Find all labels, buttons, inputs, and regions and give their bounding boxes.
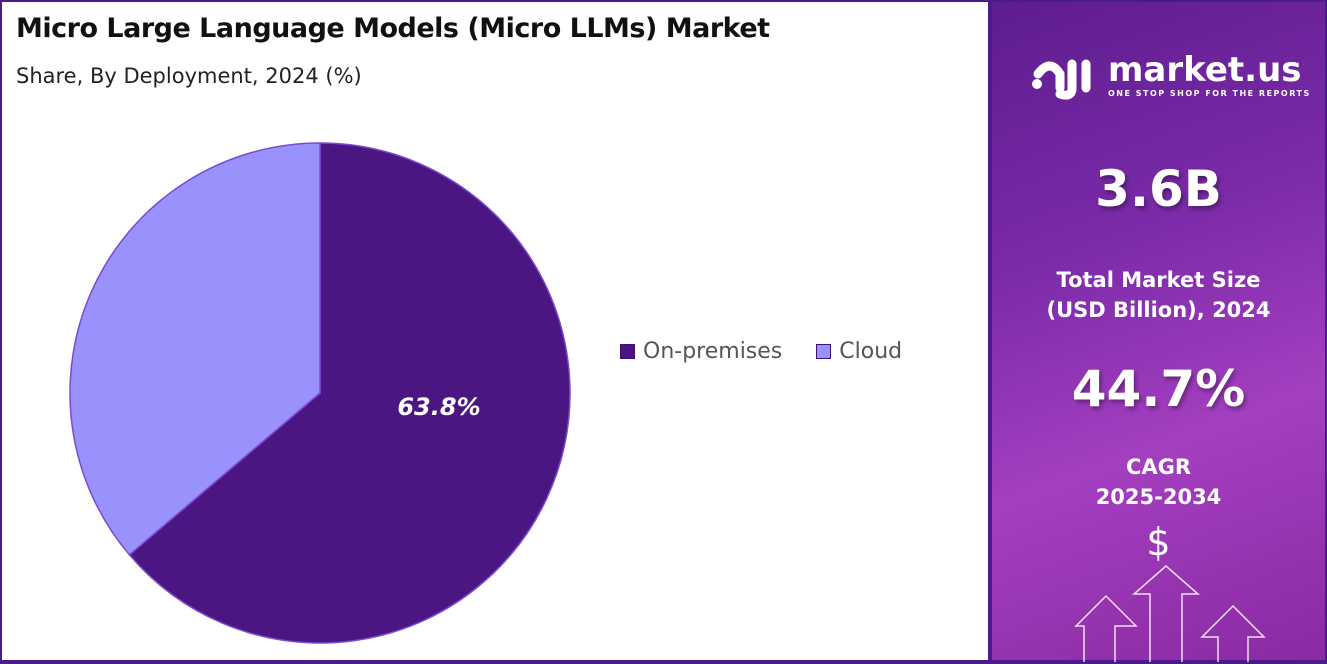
legend-swatch xyxy=(620,344,635,359)
legend-label: On-premises xyxy=(643,339,783,364)
summary-panel: market.us ONE STOP SHOP FOR THE REPORTS … xyxy=(992,2,1325,662)
legend-item-on-premises[interactable]: On-premises xyxy=(620,339,782,364)
brand-name: market.us xyxy=(1108,50,1302,90)
cagr-value: 44.7% xyxy=(1071,360,1246,418)
chart-title: Micro Large Language Models (Micro LLMs)… xyxy=(16,13,770,44)
dollar-icon: $ xyxy=(1146,520,1171,564)
chart-subtitle: Share, By Deployment, 2024 (%) xyxy=(16,64,362,88)
pie-slice-on-premises[interactable] xyxy=(128,142,571,644)
cagr-label-1: CAGR xyxy=(1125,455,1192,479)
data-label: 63.8% xyxy=(397,393,480,421)
market-size-label-1: Total Market Size xyxy=(1056,268,1261,292)
market-size-value: 3.6B xyxy=(1095,160,1222,218)
market-us-logo-icon xyxy=(1032,59,1091,100)
brand-logo: market.us ONE STOP SHOP FOR THE REPORTS xyxy=(1030,50,1311,100)
legend-item-cloud[interactable]: Cloud xyxy=(816,339,902,364)
legend: On-premises Cloud xyxy=(620,339,902,364)
pie-slice-cloud[interactable] xyxy=(69,142,321,556)
brand-tagline: ONE STOP SHOP FOR THE REPORTS xyxy=(1108,89,1311,98)
market-size-label-2: (USD Billion), 2024 xyxy=(1046,298,1271,322)
legend-swatch xyxy=(816,344,832,359)
legend-label: Cloud xyxy=(839,339,903,364)
cagr-label-2: 2025-2034 xyxy=(1095,485,1222,509)
pie-chart: 63.8% xyxy=(69,142,571,644)
growth-arrows-icon xyxy=(1074,565,1266,662)
chart-panel: Micro Large Language Models (Micro LLMs)… xyxy=(2,2,988,660)
